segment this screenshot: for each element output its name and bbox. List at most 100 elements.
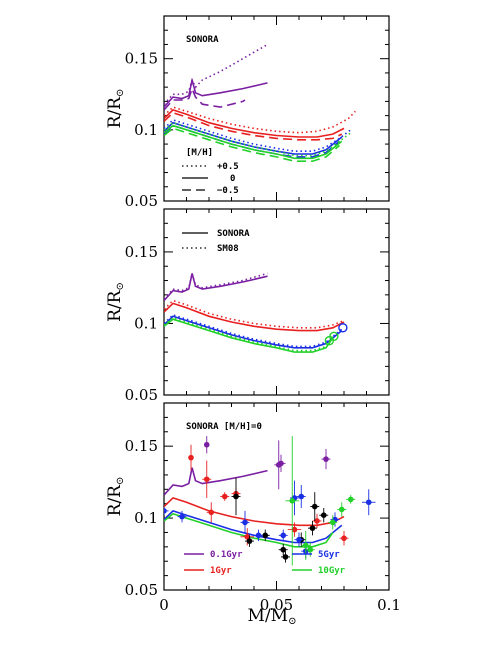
- y-tick-label: 0.1: [134, 509, 158, 527]
- point-marker: [347, 496, 354, 503]
- point-marker: [203, 476, 210, 483]
- point-marker: [298, 493, 305, 500]
- point-marker: [314, 518, 320, 524]
- point-marker: [262, 532, 269, 539]
- legend-label: 0: [230, 174, 235, 184]
- legend-label: 10Gyr: [318, 566, 346, 576]
- series-line-5Gyr-mh0: [164, 121, 343, 155]
- point-marker: [280, 546, 287, 553]
- point-marker: [302, 542, 309, 549]
- series-line-10Gyr-mh−0.5: [164, 127, 341, 162]
- chart-panel-2: 0.05 0.1 0.15 R/R⊙ SONORA SM08: [105, 208, 390, 404]
- data-point: [240, 510, 250, 534]
- data-point: [346, 495, 356, 504]
- panel-title: SONORA: [186, 35, 219, 45]
- x-tick-label: 0.1: [377, 596, 401, 614]
- legend-label: −0.5: [217, 186, 239, 196]
- y-tick-label: 0.1: [134, 314, 158, 332]
- data-point: [164, 506, 169, 516]
- data-point: [240, 528, 254, 546]
- data-point: [296, 484, 306, 509]
- data-point: [362, 489, 376, 516]
- point-marker: [246, 538, 253, 544]
- point-marker: [244, 533, 251, 540]
- series-line-01Gyr-mh0: [164, 79, 268, 108]
- point-marker: [320, 512, 327, 518]
- data-point: [287, 522, 302, 537]
- plot-frame: [163, 208, 390, 396]
- data-point: [203, 436, 210, 454]
- data-point: [281, 551, 290, 563]
- y-tick-label: 0.05: [125, 192, 158, 210]
- legend-label: +0.5: [217, 162, 239, 172]
- point-marker: [188, 454, 194, 461]
- point-marker: [255, 532, 262, 539]
- point-marker: [341, 535, 347, 542]
- point-marker: [296, 536, 302, 543]
- data-point: [220, 492, 230, 501]
- point-marker: [289, 498, 296, 504]
- legend-label: SM08: [217, 244, 239, 254]
- data-point: [290, 480, 299, 516]
- series-group: [164, 436, 376, 566]
- data-point: [177, 510, 187, 523]
- y-axis-title: R/R⊙: [105, 89, 126, 129]
- point-marker: [164, 508, 167, 514]
- data-point: [308, 520, 317, 536]
- series-line-10Gyr-sonora: [164, 318, 334, 353]
- series-line-10Gyr-mh+0.5: [164, 121, 352, 157]
- legend-title: [M/H]: [186, 148, 213, 158]
- data-point: [231, 477, 241, 516]
- y-tick-label: 0.1: [134, 121, 158, 139]
- y-tick-label: 0.15: [125, 437, 158, 455]
- chart-panel-3: 0.050.10.150 0.05 0.1R/R⊙SONORA [M/H]=00.1…: [105, 402, 401, 614]
- data-point: [294, 532, 304, 547]
- point-marker: [338, 506, 345, 513]
- series-line-01Gyr: [164, 467, 268, 496]
- series-line-1Gyr-mh−0.5: [164, 111, 343, 141]
- y-axis-title: R/R⊙: [105, 282, 126, 322]
- series-line-10Gyr-mh0: [164, 124, 343, 160]
- series-line-01Gyr-mh+0.5: [164, 43, 268, 105]
- data-point: [202, 460, 212, 498]
- y-tick-label: 0.15: [125, 243, 158, 261]
- data-point: [339, 531, 349, 546]
- point-marker: [365, 499, 372, 506]
- series-line-01Gyr-sm08: [164, 270, 268, 300]
- series-group: [164, 270, 348, 353]
- data-point: [310, 492, 320, 521]
- data-point: [319, 508, 329, 523]
- series-line-1Gyr-mh0: [164, 108, 345, 138]
- legend-label: 0.1Gyr: [210, 550, 243, 560]
- point-marker: [311, 503, 318, 510]
- point-marker: [233, 493, 239, 500]
- open-circle-marker: [324, 335, 335, 346]
- data-point: [321, 449, 331, 470]
- data-point: [301, 531, 311, 560]
- point-marker: [203, 441, 210, 448]
- point-marker: [179, 513, 185, 520]
- series-line-1Gyr-sm08: [164, 299, 345, 329]
- series-line-01Gyr-sonora: [164, 273, 268, 302]
- x-tick-label: 0.05: [260, 596, 293, 614]
- data-point: [276, 454, 286, 473]
- y-axis-title: R/R⊙: [105, 477, 126, 517]
- point-marker: [282, 554, 289, 560]
- series-group: [164, 43, 356, 162]
- data-point: [312, 513, 322, 529]
- point-marker: [242, 519, 248, 526]
- data-point: [206, 502, 216, 523]
- series-line-5Gyr-sonora: [164, 315, 343, 349]
- point-marker: [291, 526, 298, 533]
- x-tick-label: 0: [159, 596, 169, 614]
- data-point: [278, 529, 288, 542]
- point-marker: [221, 493, 228, 500]
- data-point: [188, 444, 194, 471]
- point-marker: [329, 519, 336, 526]
- data-point: [285, 436, 299, 566]
- y-tick-label: 0.15: [125, 50, 158, 68]
- point-marker: [307, 546, 314, 553]
- open-circle-marker: [338, 323, 348, 333]
- data-point: [328, 515, 338, 530]
- chart-panel-1: 0.05 0.1 0.15 R/R⊙ SONORA [M/H] +0.5 0 −0.5: [105, 15, 390, 210]
